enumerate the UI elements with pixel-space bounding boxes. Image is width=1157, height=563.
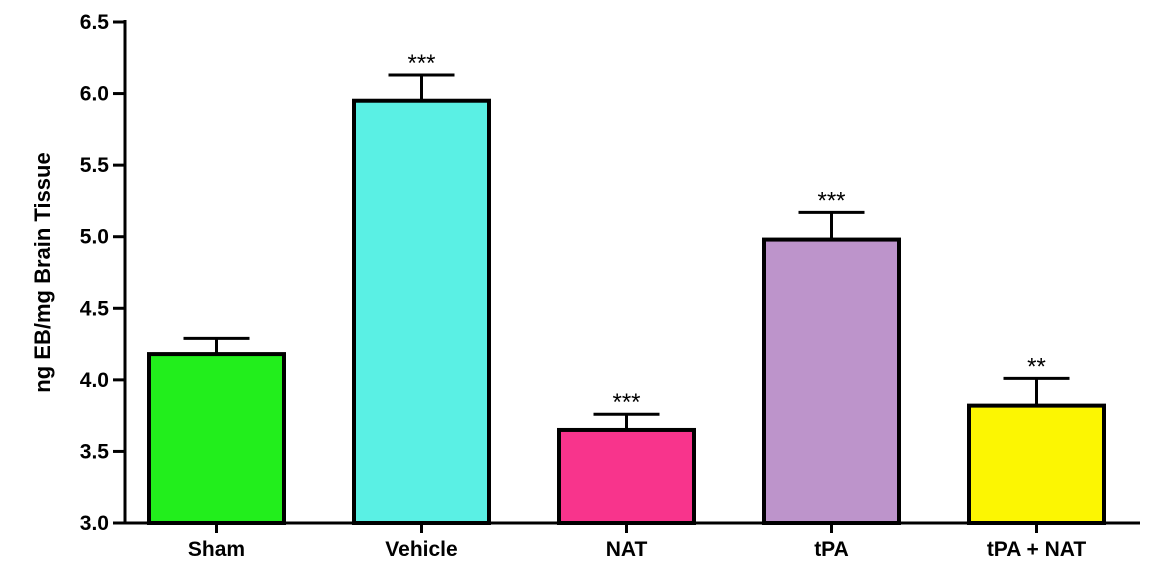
y-tick-label: 6.0 <box>80 83 109 106</box>
x-category-label: tPA <box>814 538 849 561</box>
y-tick-label: 3.0 <box>80 512 109 535</box>
y-tick-label: 3.5 <box>80 440 110 463</box>
y-tick-label: 5.5 <box>80 154 110 177</box>
y-tick-label: 4.5 <box>80 297 110 320</box>
significance-label: ** <box>1027 353 1046 380</box>
bar <box>762 237 901 525</box>
bar <box>557 427 696 526</box>
x-category-label: NAT <box>606 538 648 561</box>
y-tick-label: 5.0 <box>80 226 109 249</box>
y-axis-title: ng EB/mg Brain Tissue <box>30 152 55 392</box>
bar <box>967 403 1106 526</box>
x-category-label: Sham <box>188 538 245 561</box>
y-tick-label: 6.5 <box>80 11 110 34</box>
y-tick-label: 4.0 <box>80 369 109 392</box>
significance-label: *** <box>817 187 845 214</box>
x-category-label: Vehicle <box>385 538 457 561</box>
bar <box>147 352 286 525</box>
significance-label: *** <box>407 50 435 77</box>
x-category-label: tPA + NAT <box>987 538 1087 561</box>
significance-label: *** <box>612 389 640 416</box>
bar <box>352 98 491 525</box>
